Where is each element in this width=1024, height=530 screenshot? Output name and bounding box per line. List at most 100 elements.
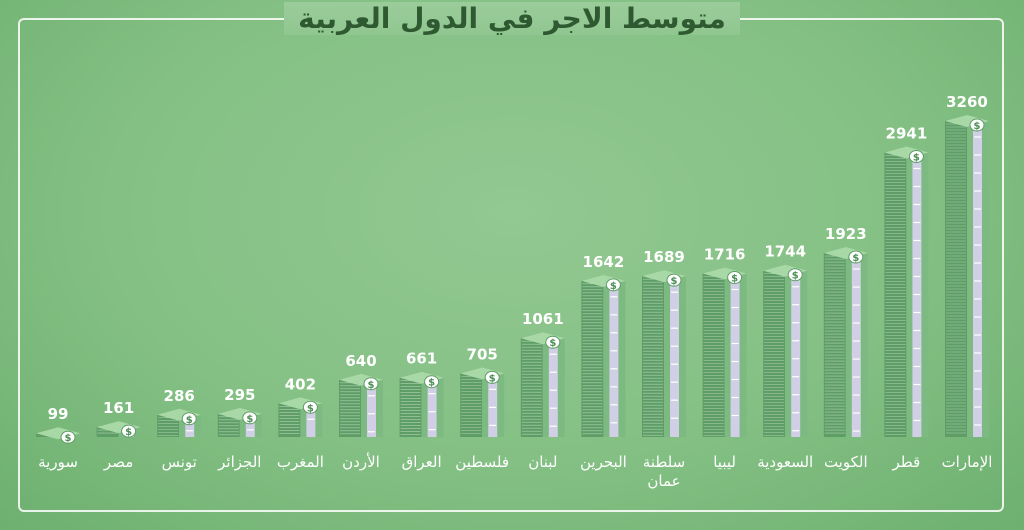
category-label: العراق — [402, 453, 442, 471]
category-label: المغرب — [277, 453, 324, 471]
dollar-icon — [605, 278, 621, 292]
category-label: عمان — [647, 472, 680, 490]
bar-band — [185, 414, 195, 437]
bar-lines — [158, 417, 179, 437]
dollar-sign: $ — [186, 415, 193, 426]
bar-lines — [340, 382, 360, 435]
bar-side-face — [339, 373, 361, 437]
bar-band — [791, 270, 801, 437]
category-label: البحرين — [580, 453, 627, 471]
category-label: لبنان — [528, 453, 557, 471]
category-label: الإمارات — [942, 453, 993, 471]
dollar-sign: $ — [671, 276, 678, 287]
bar-7: $ — [399, 371, 444, 437]
bar-side-face — [945, 115, 967, 437]
bar-2: $ — [96, 421, 141, 438]
bar-lines — [764, 273, 785, 437]
bar-14: $ — [823, 247, 868, 437]
bar-15: $ — [884, 146, 929, 437]
value-label: 705 — [467, 345, 498, 363]
category-label: سورية — [38, 453, 78, 471]
dollar-sign: $ — [610, 281, 617, 292]
bar-side-face — [520, 332, 543, 437]
value-label: 1061 — [522, 310, 564, 328]
bar-5: $ — [278, 397, 323, 437]
value-label: 99 — [48, 405, 69, 423]
dollar-sign: $ — [428, 378, 435, 389]
bar-band — [427, 377, 437, 437]
bar-1: $ — [36, 427, 80, 444]
value-label: 2941 — [886, 125, 928, 143]
dollar-sign: $ — [489, 373, 496, 384]
bar-3: $ — [157, 408, 202, 437]
bar-band-dashes — [671, 291, 678, 419]
category-label: الكويت — [824, 453, 868, 471]
value-label: 640 — [345, 352, 376, 370]
value-label: 1689 — [643, 248, 685, 266]
bar-lines — [824, 255, 845, 434]
bar-side-face — [884, 146, 907, 437]
value-label: 286 — [164, 387, 195, 405]
dollar-sign: $ — [731, 274, 738, 285]
category-label: تونس — [162, 453, 197, 471]
bar-lines — [218, 416, 239, 436]
dollar-sign: $ — [913, 153, 920, 164]
bar-lines — [582, 283, 603, 435]
bar-band — [245, 413, 255, 437]
bar-band-dashes — [974, 136, 981, 426]
bar-band — [973, 121, 982, 437]
bar-4: $ — [217, 407, 262, 437]
bar-band-dashes — [731, 288, 739, 417]
category-label: مصر — [103, 453, 133, 471]
bar-side-face — [460, 367, 483, 437]
chart-title: متوسط الاجر في الدول العربية — [0, 2, 1024, 35]
value-label: 1744 — [764, 243, 806, 261]
dollar-icon — [121, 424, 137, 438]
dollar-sign: $ — [368, 380, 375, 391]
category-label: قطر — [892, 453, 921, 471]
dollar-icon — [908, 150, 924, 164]
bar-band — [730, 273, 740, 437]
value-label: 1923 — [825, 225, 867, 243]
bar-side-face — [702, 267, 725, 437]
dollar-icon — [302, 400, 318, 414]
bar-band — [548, 338, 558, 437]
bar-band-dashes — [852, 268, 860, 432]
category-label: سلطنة — [643, 453, 685, 471]
bar-band-dashes — [428, 393, 436, 431]
bar-9: $ — [520, 332, 565, 437]
bar-13: $ — [763, 264, 808, 437]
bar-band — [306, 403, 316, 437]
dollar-sign: $ — [792, 271, 799, 282]
dollar-sign: $ — [549, 338, 556, 349]
dollar-sign: $ — [852, 253, 859, 264]
value-label: 1716 — [704, 246, 746, 264]
bar-8: $ — [460, 367, 505, 437]
bar-16: $ — [945, 115, 989, 437]
bar-lines — [703, 276, 724, 436]
bar-band-dashes — [913, 167, 921, 422]
dollar-icon — [848, 250, 864, 264]
value-label: 161 — [103, 399, 134, 417]
bar-band — [670, 276, 679, 437]
bar-10: $ — [581, 274, 626, 437]
dollar-icon — [181, 412, 197, 426]
dollar-sign: $ — [974, 121, 981, 132]
category-label: فلسطين — [455, 453, 509, 471]
dollar-sign: $ — [125, 427, 132, 438]
value-label: 1642 — [583, 253, 625, 271]
bar-band-dashes — [610, 296, 618, 424]
bar-band-dashes — [489, 388, 497, 426]
bar-band-dashes — [549, 353, 557, 427]
dollar-icon — [242, 411, 258, 425]
bar-band-dashes — [368, 395, 375, 433]
bar-12: $ — [702, 267, 747, 437]
dollar-sign: $ — [65, 433, 72, 444]
dollar-icon — [727, 271, 743, 285]
bar-side-face — [399, 371, 422, 437]
dollar-sign: $ — [246, 414, 253, 425]
bar-band — [367, 379, 376, 437]
dollar-icon — [363, 377, 379, 391]
bar-lines — [885, 155, 906, 435]
category-label: الجزائر — [217, 453, 261, 471]
